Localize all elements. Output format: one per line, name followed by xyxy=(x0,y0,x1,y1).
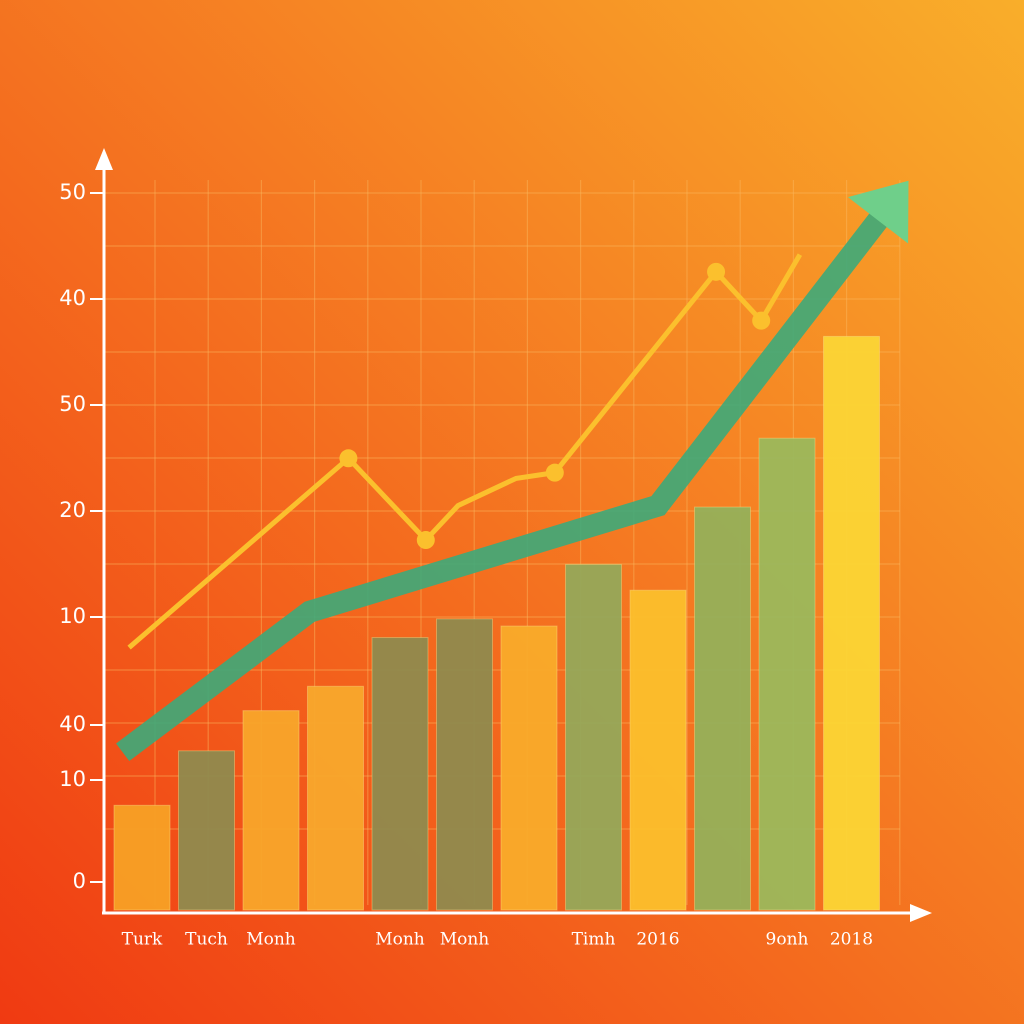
axes xyxy=(95,148,932,922)
y-axis-arrow xyxy=(95,148,113,170)
bar xyxy=(242,710,300,911)
bar xyxy=(113,804,171,911)
y-tick-label: 0 xyxy=(73,869,86,893)
x-tick-label: 2018 xyxy=(830,930,873,950)
y-tick-label: 40 xyxy=(59,712,86,736)
bar xyxy=(823,335,880,911)
x-axis-arrow xyxy=(910,904,932,922)
x-tick-label: 2016 xyxy=(636,930,679,950)
bar xyxy=(307,685,364,911)
line-marker xyxy=(707,262,726,281)
bar xyxy=(694,506,751,911)
bar xyxy=(178,750,235,911)
y-tick-label: 50 xyxy=(59,392,86,416)
y-tick-label: 40 xyxy=(59,286,86,310)
line-marker xyxy=(752,311,771,330)
line xyxy=(127,253,803,650)
line-marker xyxy=(339,449,358,468)
bar xyxy=(758,437,816,911)
bar xyxy=(629,589,687,911)
x-tick-label: Monh xyxy=(375,930,425,950)
x-tick-label: Tuch xyxy=(185,930,228,950)
x-tick-label: 9onh xyxy=(766,930,809,950)
x-tick-label: Timh xyxy=(572,930,616,950)
x-tick-label: Monh xyxy=(440,930,490,950)
x-tick-label: Turk xyxy=(122,930,163,950)
x-tick-label: Monh xyxy=(246,930,296,950)
y-tick-label: 20 xyxy=(59,498,86,522)
line-marker xyxy=(545,463,564,482)
y-tick-label: 10 xyxy=(59,604,86,628)
marks xyxy=(113,180,909,911)
bar xyxy=(436,618,493,911)
y-tick-label: 10 xyxy=(59,767,86,791)
bar xyxy=(371,637,429,911)
bar xyxy=(565,563,622,911)
trend-arrow-head xyxy=(847,180,909,244)
trend-arrow xyxy=(116,197,899,762)
y-tick-label: 50 xyxy=(59,180,86,204)
line-marker xyxy=(416,531,435,550)
bar xyxy=(500,625,558,911)
